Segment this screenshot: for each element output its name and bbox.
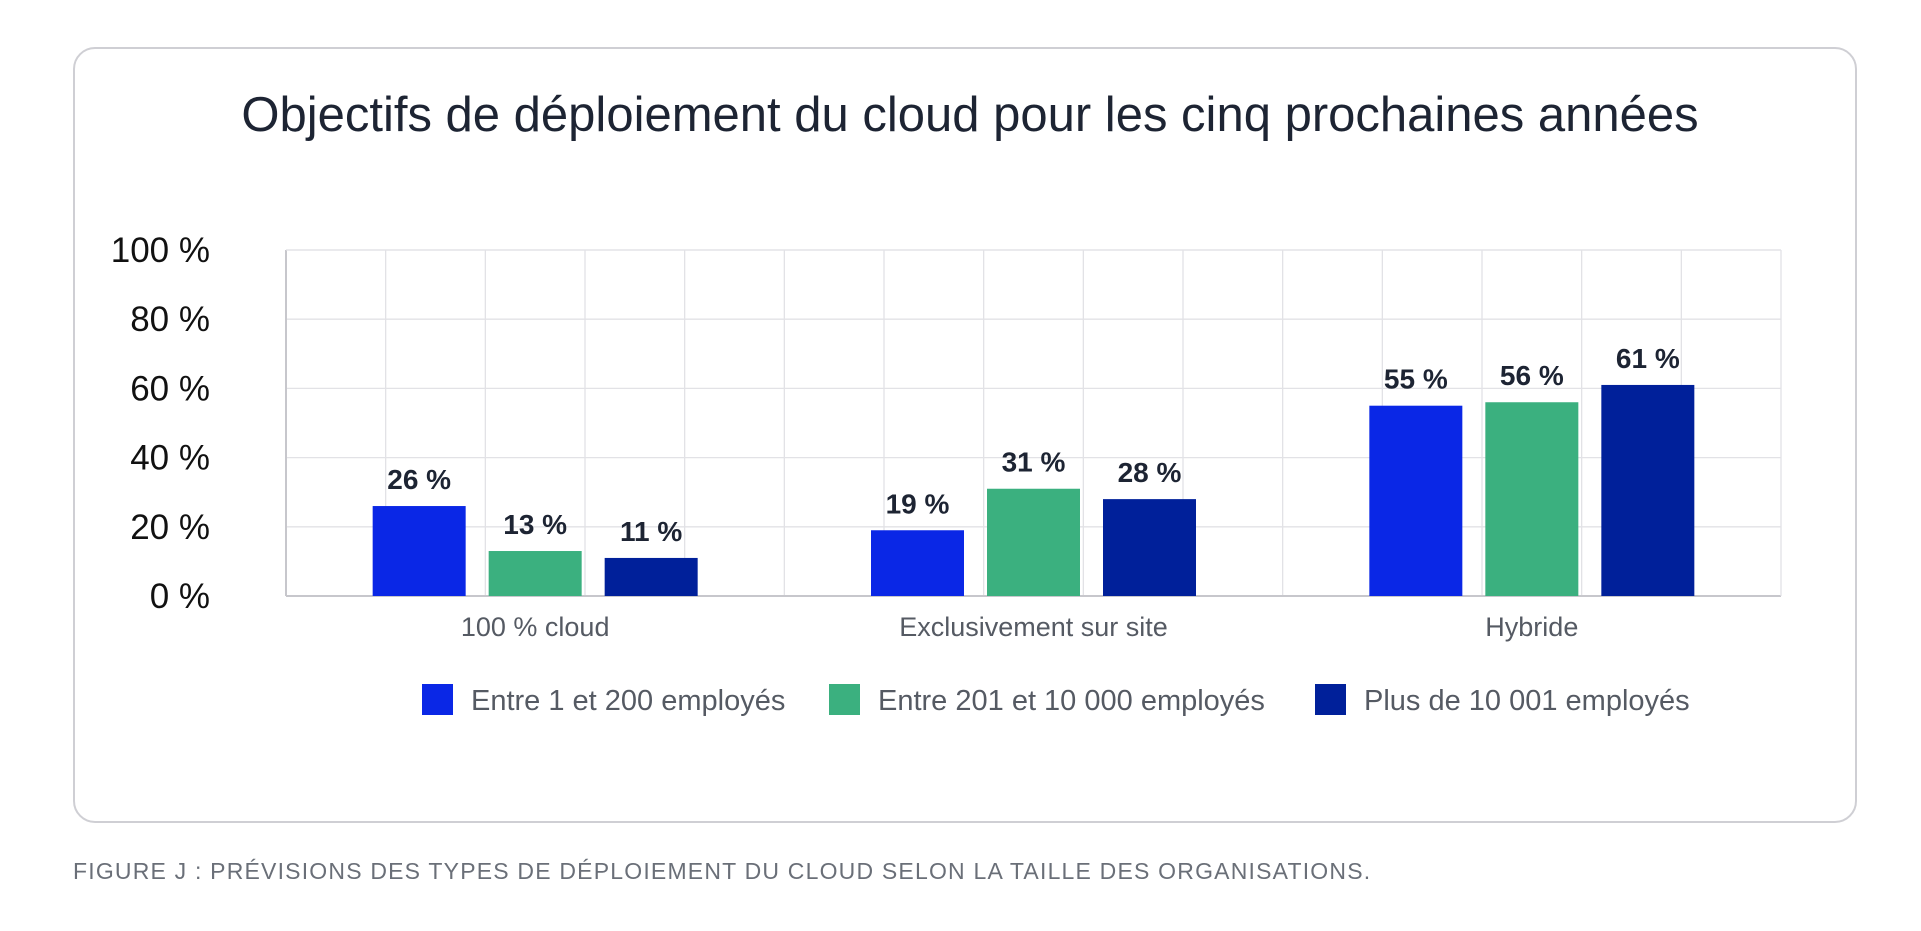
y-tick-label: 100 % [111,231,210,270]
y-tick-label: 0 % [150,577,210,616]
data-label: 13 % [503,509,567,540]
legend: Entre 1 et 200 employés Entre 201 et 10 0… [422,684,1690,717]
x-axis-categories: 100 % cloud Exclusivement sur site Hybride [461,612,1578,642]
bar [1103,499,1196,596]
data-label: 55 % [1384,364,1448,395]
bar [488,551,582,596]
legend-swatch [422,684,453,715]
chart-title: Objectifs de déploiement du cloud pour l… [241,88,1698,142]
data-label: 28 % [1118,457,1182,488]
x-category-label: Hybride [1485,612,1578,642]
y-tick-label: 40 % [130,439,210,478]
bar [604,557,698,596]
data-label: 61 % [1616,343,1680,374]
bar-chart: Objectifs de déploiement du cloud pour l… [111,88,1782,717]
legend-swatch [829,684,860,715]
legend-swatch [1315,684,1346,715]
data-label: 26 % [387,464,451,495]
bar [1485,402,1579,596]
bar [871,530,964,596]
chart-card: Objectifs de déploiement du cloud pour l… [73,47,1857,823]
data-label: 56 % [1500,360,1564,391]
x-category-label: 100 % cloud [461,612,610,642]
y-tick-label: 20 % [130,508,210,547]
bar [1601,384,1695,596]
data-label: 19 % [886,488,950,519]
bar [987,488,1080,596]
y-tick-label: 80 % [130,300,210,339]
bar [1369,405,1463,596]
data-label: 11 % [620,516,682,547]
data-labels: 26 % 13 % 11 % 19 % 31 % 28 % 55 % 56 % 61 % [387,343,1680,547]
legend-label: Entre 1 et 200 employés [471,685,785,717]
legend-label: Plus de 10 001 employés [1364,685,1690,717]
bars [372,384,1695,596]
figure-caption: FIGURE J : PRÉVISIONS DES TYPES DE DÉPLO… [73,858,1372,884]
x-category-label: Exclusivement sur site [899,612,1168,642]
data-label: 31 % [1002,447,1066,478]
y-axis-ticks: 0 % 20 % 40 % 60 % 80 % 100 % [111,231,210,616]
legend-label: Entre 201 et 10 000 employés [878,685,1265,717]
bar [372,506,466,596]
y-tick-label: 60 % [130,369,210,408]
